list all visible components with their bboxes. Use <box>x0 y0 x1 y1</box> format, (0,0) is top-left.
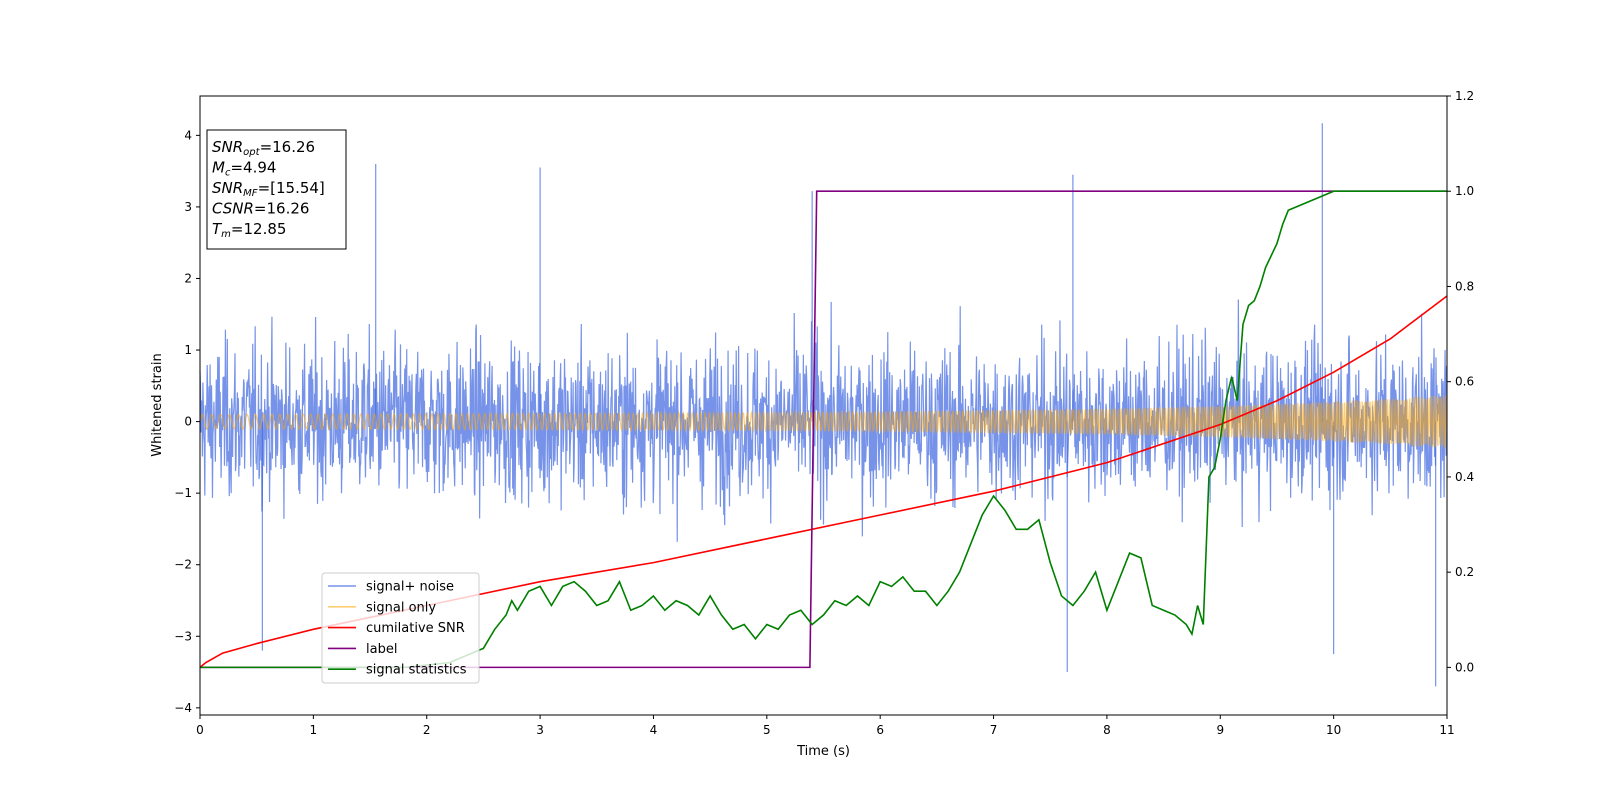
x-tick-label: 5 <box>763 723 771 737</box>
y-left-tick-label: −2 <box>174 558 192 572</box>
legend-label: signal statistics <box>366 663 467 678</box>
y-left-tick-label: 3 <box>184 200 192 214</box>
line-series-group <box>199 190 1448 669</box>
y-left-tick-label: 0 <box>184 415 192 429</box>
y-right-tick-label: 0.4 <box>1455 470 1474 484</box>
y-axis-label: Whitened strain <box>150 353 165 456</box>
x-tick-label: 1 <box>310 723 318 737</box>
x-tick-label: 9 <box>1216 723 1224 737</box>
x-tick-label: 7 <box>990 723 998 737</box>
signal-statistics-line <box>200 190 1447 669</box>
x-tick-label: 11 <box>1439 723 1454 737</box>
legend-frame <box>321 572 480 684</box>
y-right-tick-label: 0.0 <box>1455 660 1474 674</box>
annotation-line: Mc=4.94 <box>212 159 276 179</box>
label-line <box>200 190 1447 669</box>
y-left-tick-label: −3 <box>174 629 192 643</box>
stats-annotation-box: SNRopt=16.26Mc=4.94SNRMF=[15.54]CSNR=16.… <box>206 129 347 250</box>
y-left-tick-label: −4 <box>174 701 192 715</box>
legend: signal+ noise signal only cumilative SNR la… <box>321 572 480 684</box>
y-right-tick-label: 1.2 <box>1455 89 1474 103</box>
legend-label: cumilative SNR <box>366 621 465 636</box>
y-left-tick-label: 2 <box>184 271 192 285</box>
y-left-tick-label: −1 <box>174 486 192 500</box>
x-tick-label: 6 <box>876 723 884 737</box>
x-tick-label: 4 <box>650 723 658 737</box>
x-axis-label: Time (s) <box>796 744 850 759</box>
axes: 0 1 2 3 4 5 6 7 8 9 10 11 −4 −3 −2 −1 0 1 2 3 4 0.0 0.2 0.4 0.6 0… <box>174 89 1474 737</box>
noise-peaks <box>261 123 1437 687</box>
annotation-line: SNRMF=[15.54] <box>212 179 325 199</box>
y-left-tick-label: 1 <box>184 343 192 357</box>
legend-label: signal+ noise <box>366 580 454 595</box>
x-tick-label: 0 <box>196 723 204 737</box>
y-right-tick-label: 0.6 <box>1455 375 1474 389</box>
y-right-tick-label: 0.2 <box>1455 565 1474 579</box>
legend-label: label <box>366 642 397 657</box>
annotation-frame <box>206 129 347 250</box>
x-tick-label: 2 <box>423 723 431 737</box>
y-right-tick-label: 0.8 <box>1455 279 1474 293</box>
y-left-tick-label: 4 <box>184 128 192 142</box>
plot-frame <box>199 95 1448 716</box>
legend-label: signal only <box>366 600 436 615</box>
annotation-line: CSNR=16.26 <box>212 200 309 218</box>
x-tick-label: 3 <box>536 723 544 737</box>
annotation-line: Tm=12.85 <box>212 220 286 240</box>
x-tick-label: 10 <box>1326 723 1341 737</box>
x-tick-label: 8 <box>1103 723 1111 737</box>
annotation-line: SNRopt=16.26 <box>212 138 315 158</box>
y-right-tick-label: 1.0 <box>1455 184 1474 198</box>
cumilative-snr-line <box>199 295 1448 668</box>
